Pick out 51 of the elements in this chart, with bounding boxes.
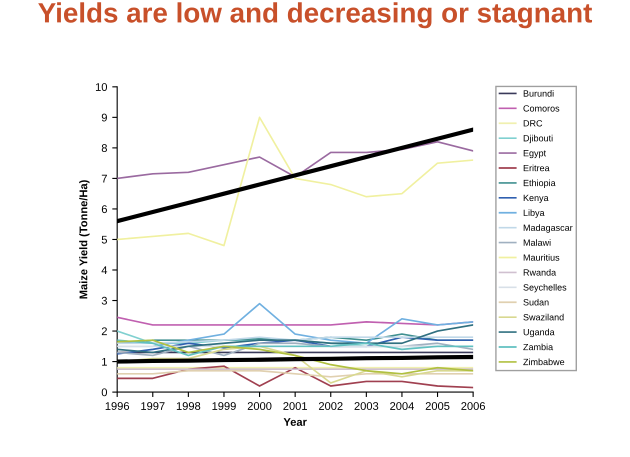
y-tick-label: 9 (102, 114, 107, 122)
line-series (117, 339, 474, 375)
x-tick-label: 2005 (426, 402, 450, 410)
legend-label: Malawi (524, 239, 550, 246)
y-tick-label: 8 (102, 144, 107, 152)
y-tick-label: 10 (96, 83, 108, 91)
line-series (117, 365, 474, 388)
x-tick-label: 2006 (461, 402, 485, 410)
legend-label: Rwanda (524, 269, 556, 276)
y-tick-label: 7 (102, 174, 107, 182)
chart-title: Yields are low and decreasing or stagnant (38, 2, 592, 28)
y-tick-label: 6 (102, 205, 107, 214)
legend-label: Ethiopia (524, 180, 556, 188)
legend-label: Seychelles (523, 284, 566, 292)
legend-label: Libya (524, 209, 545, 218)
y-tick-label: 2 (102, 327, 107, 336)
legend-label: Zambia (523, 344, 554, 350)
y-tick-label: 3 (102, 296, 107, 305)
x-tick-label: 2002 (318, 402, 343, 410)
x-tick-label: 1996 (106, 402, 130, 410)
line-series (117, 339, 474, 356)
x-tick-label: 2000 (248, 402, 272, 410)
legend-label: Zimbabwe (523, 358, 564, 366)
x-tick-label: 2003 (354, 402, 378, 410)
line-series (117, 324, 474, 354)
legend-label: Egypt (524, 150, 546, 158)
legend-label: DRC (524, 120, 542, 127)
x-tick-label: 2001 (283, 402, 307, 410)
legend-label: Madagascar (524, 224, 573, 233)
legend-label: Swaziland (523, 314, 564, 320)
legend-label: Comoros (523, 105, 560, 112)
x-tick-label: 1999 (212, 402, 236, 410)
legend-label: Eritrea (524, 164, 550, 172)
x-tick-label: 2004 (390, 402, 414, 410)
y-axis-title: Maize Yield (Tonne/Ha) (79, 180, 90, 299)
x-tick-label: 1998 (176, 402, 200, 410)
y-tick-label: 1 (102, 358, 107, 366)
legend-label: Uganda (524, 328, 555, 338)
legend-label: Sudan (523, 298, 549, 306)
legend-label: Mauritius (524, 254, 560, 261)
y-tick-label: 4 (102, 266, 108, 274)
y-tick-label: 5 (102, 236, 107, 244)
line-series (117, 336, 474, 344)
legend-label: Burundi (524, 90, 554, 97)
x-tick-label: 1997 (141, 402, 165, 410)
legend-label: Kenya (524, 194, 549, 203)
line-series (117, 140, 474, 180)
y-tick-label: 0 (102, 388, 108, 396)
line-series (117, 116, 474, 246)
x-axis-title: Year (284, 418, 307, 426)
legend-label: Djibouti (524, 134, 552, 144)
